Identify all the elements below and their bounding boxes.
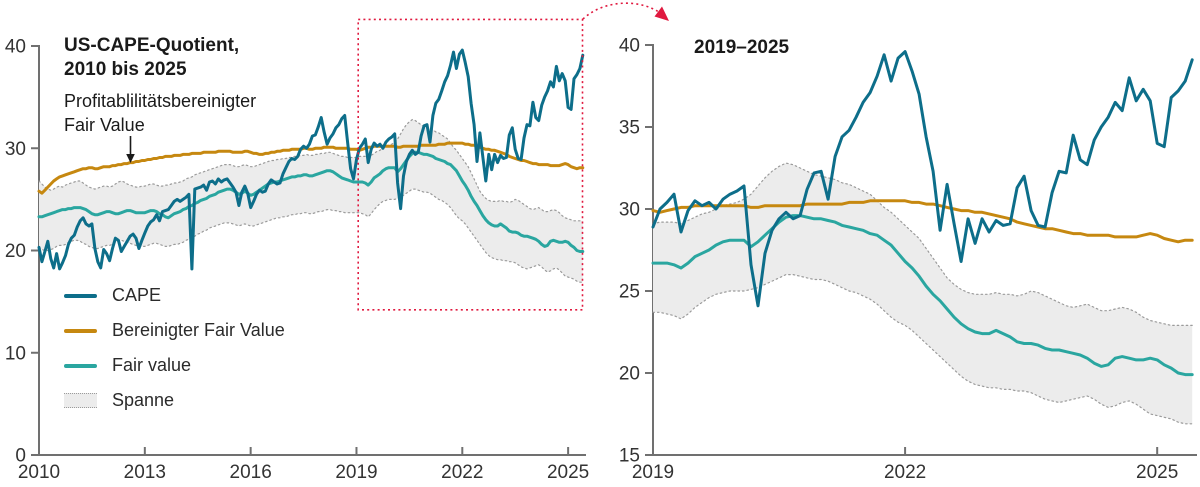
x-tick-label: 2025 (547, 462, 589, 483)
legend-label: Bereinigter Fair Value (112, 320, 285, 340)
y-tick-label: 30 (5, 139, 26, 160)
zoom-cape-line (651, 50, 1194, 308)
y-tick-label: 40 (619, 36, 640, 57)
legend-item-spanne: Spanne (64, 389, 285, 412)
right-chart-title: 2019–2025 (694, 37, 790, 58)
x-tick-label: 2025 (1136, 462, 1178, 483)
y-tick-label: 35 (619, 118, 640, 139)
zoom-spanne-lower-edge (652, 274, 1193, 425)
left-chart-subtitle-line2: Fair Value (64, 115, 145, 135)
full-spanne-band (39, 119, 583, 283)
y-tick-label: 20 (619, 364, 640, 385)
fair-value-line-swatch-icon (64, 363, 97, 368)
left-chart-subtitle: Profitablilitätsbereinigter Fair Value (64, 89, 256, 137)
left-chart-title: US-CAPE-Quotient, 2010 bis 2025 (64, 34, 239, 82)
zoom-link-arrow (582, 2, 663, 20)
x-tick-label: 2022 (884, 462, 926, 483)
full-spanne-upper-edge (38, 118, 584, 222)
spanne-band-swatch-icon (64, 393, 97, 408)
full-tick-labels: 0 10 20 30 40 2010 2013 2016 2019 2022 2025 (5, 37, 589, 484)
y-tick-label: 0 (15, 446, 26, 467)
left-chart-title-line1: US-CAPE-Quotient, (64, 35, 240, 56)
zoom-spanne-band (653, 163, 1193, 424)
x-tick-label: 2022 (441, 462, 483, 483)
full-fair_value-line (37, 150, 585, 253)
x-tick-label: 2019 (632, 462, 674, 483)
zoom-link-arrowhead-icon (654, 6, 669, 21)
left-chart-subtitle-line1: Profitablilitätsbereinigter (64, 91, 257, 111)
y-tick-label: 25 (619, 282, 640, 303)
legend-label: Spanne (112, 390, 175, 410)
x-tick-label: 2013 (124, 462, 166, 483)
legend-item-cape: CAPE (64, 284, 285, 307)
zoom-spanne-upper-edge (652, 162, 1193, 326)
bereinigter-fair-value-line-swatch-icon (64, 328, 97, 333)
zoom-bereinigter_fair_value-line (651, 199, 1194, 244)
legend-item-bereinigter-fair-value: Bereinigter Fair Value (64, 319, 285, 342)
y-tick-label: 40 (5, 37, 26, 58)
legend: CAPE Bereinigter Fair Value Fair value S… (64, 284, 285, 412)
full-spanne-lower-edge (38, 188, 584, 283)
y-tick-label: 10 (5, 343, 26, 364)
legend-label: Fair value (112, 355, 192, 375)
zoom-fair_value-line (651, 214, 1194, 377)
legend-item-fair-value: Fair value (64, 354, 285, 377)
legend-label: CAPE (112, 285, 162, 305)
x-tick-label: 2019 (335, 462, 377, 483)
full-cape-line (37, 48, 585, 271)
subtitle-pointer-arrow-icon (126, 136, 135, 163)
cape-line-swatch-icon (64, 293, 97, 298)
full-bereinigter_fair_value-line (37, 141, 585, 195)
zoom-region-box (357, 18, 584, 311)
y-tick-label: 20 (5, 241, 26, 262)
x-tick-label: 2010 (18, 462, 60, 483)
panel-full: 0 10 20 30 40 2010 2013 2016 2019 2022 2025 (5, 37, 589, 484)
y-tick-label: 30 (619, 200, 640, 221)
x-tick-label: 2016 (230, 462, 272, 483)
y-tick-label: 15 (619, 446, 640, 467)
left-chart-title-line2: 2010 bis 2025 (64, 59, 187, 80)
